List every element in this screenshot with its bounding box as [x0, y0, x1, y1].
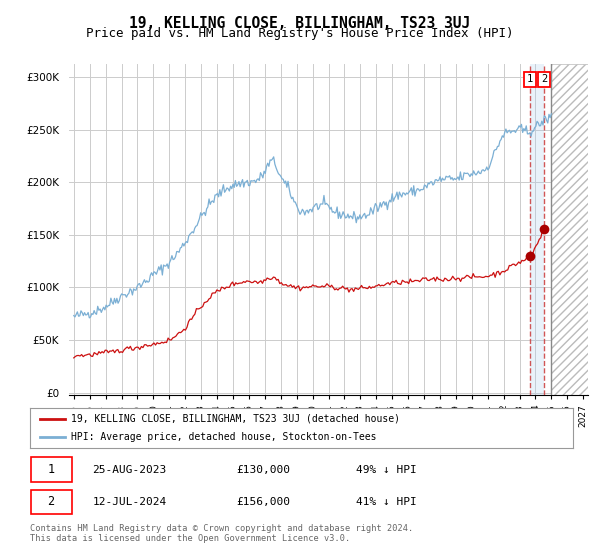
Text: 19, KELLING CLOSE, BILLINGHAM, TS23 3UJ (detached house): 19, KELLING CLOSE, BILLINGHAM, TS23 3UJ …: [71, 414, 400, 423]
Bar: [530, 64, 544, 395]
Text: 12-JUL-2024: 12-JUL-2024: [92, 497, 167, 507]
FancyBboxPatch shape: [31, 458, 72, 482]
Text: Price paid vs. HM Land Registry's House Price Index (HPI): Price paid vs. HM Land Registry's House …: [86, 27, 514, 40]
Text: 2: 2: [47, 496, 55, 508]
Text: 1: 1: [47, 463, 55, 476]
Text: £156,000: £156,000: [236, 497, 290, 507]
Text: HPI: Average price, detached house, Stockton-on-Tees: HPI: Average price, detached house, Stoc…: [71, 432, 376, 442]
Text: 19, KELLING CLOSE, BILLINGHAM, TS23 3UJ: 19, KELLING CLOSE, BILLINGHAM, TS23 3UJ: [130, 16, 470, 31]
Text: 41% ↓ HPI: 41% ↓ HPI: [356, 497, 416, 507]
FancyBboxPatch shape: [31, 489, 72, 514]
Bar: [551, 64, 588, 395]
Text: Contains HM Land Registry data © Crown copyright and database right 2024.
This d: Contains HM Land Registry data © Crown c…: [30, 524, 413, 543]
Text: 2: 2: [541, 74, 547, 84]
Text: 1: 1: [527, 74, 533, 84]
Text: 25-AUG-2023: 25-AUG-2023: [92, 465, 167, 475]
Text: 49% ↓ HPI: 49% ↓ HPI: [356, 465, 416, 475]
Text: £130,000: £130,000: [236, 465, 290, 475]
